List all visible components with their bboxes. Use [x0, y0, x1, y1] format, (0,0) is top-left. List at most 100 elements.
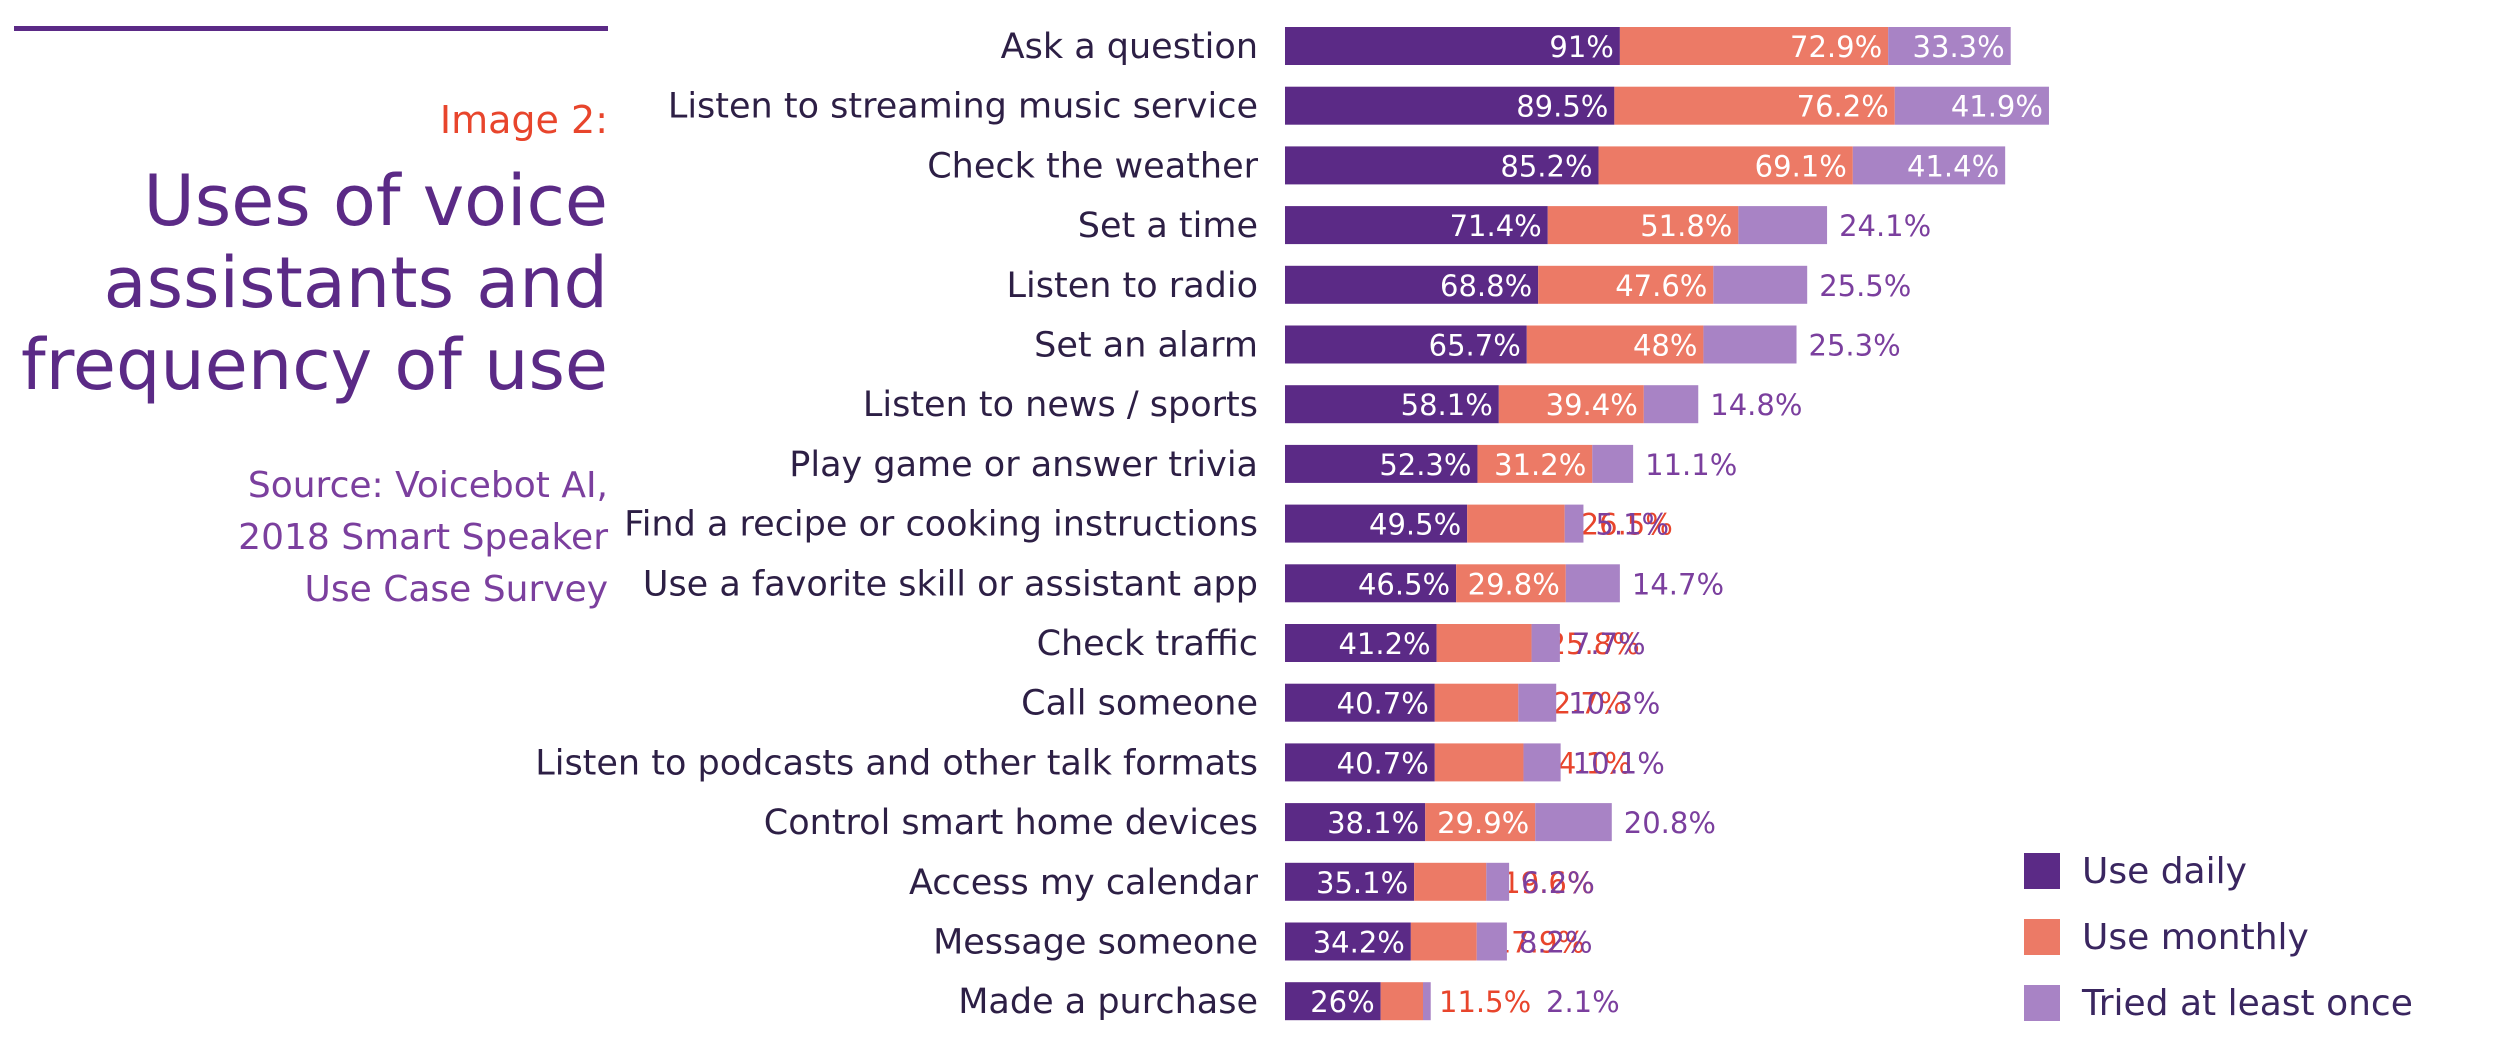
legend-label: Use daily — [2082, 850, 2247, 892]
category-label: Check traffic — [1037, 624, 1258, 664]
category-label: Use a favorite skill or assistant app — [643, 564, 1258, 604]
title-line: frequency of use — [21, 324, 608, 406]
header-rule — [14, 26, 608, 31]
data-label-use-monthly: 51.8% — [1640, 209, 1732, 243]
data-label-use-daily: 58.1% — [1401, 388, 1493, 422]
bar-segment-use-daily — [1285, 922, 1411, 961]
legend-item-use-monthly: Use monthly — [2024, 904, 2413, 970]
bar-segment-use-daily — [1285, 504, 1468, 543]
data-label-use-daily: 71.4% — [1450, 209, 1542, 243]
bar-segment-tried-at-least-once — [1643, 385, 1699, 424]
data-label-use-daily: 85.2% — [1500, 149, 1592, 183]
bar-row-message-someone: Message someone 34.2% 17.9%8.2% — [933, 922, 1593, 963]
data-label-use-monthly: 29.8% — [1468, 567, 1560, 601]
category-label: Listen to news / sports — [863, 385, 1258, 425]
bar-row-set-an-alarm: Set an alarm 65.7% 48% 25.3% — [1034, 325, 1901, 366]
data-label-tried-at-least-once: 10.1% — [1573, 746, 1665, 780]
bar-segment-use-daily — [1285, 265, 1539, 304]
bar-segment-use-monthly — [1436, 624, 1532, 662]
bar-segment-use-monthly — [1498, 385, 1644, 424]
data-label-use-daily: 65.7% — [1429, 329, 1521, 363]
source-line: Use Case Survey — [304, 569, 608, 610]
data-label-use-monthly: 11.5% — [1439, 985, 1531, 1019]
chart-legend: Use daily Use monthly Tried at least onc… — [2024, 838, 2413, 1036]
bar-segment-use-daily — [1285, 982, 1381, 1021]
data-label-use-monthly: 17.9% — [1493, 926, 1585, 960]
category-label: Message someone — [933, 923, 1258, 963]
title-line: Uses of voice — [143, 160, 608, 242]
data-label-use-daily: 91% — [1549, 30, 1613, 64]
category-label: Play game or answer trivia — [789, 445, 1258, 485]
data-label-tried-at-least-once: 20.8% — [1624, 806, 1716, 840]
legend-swatch — [2024, 853, 2060, 889]
bar-segment-use-daily — [1285, 206, 1548, 245]
data-label-tried-at-least-once: 14.7% — [1632, 567, 1724, 601]
bar-row-call-someone: Call someone 40.7% 22.7%10.3% — [1021, 683, 1660, 724]
bar-segment-use-monthly — [1414, 862, 1487, 901]
data-label-tried-at-least-once: 7.7% — [1572, 627, 1646, 661]
data-label-tried-at-least-once: 25.5% — [1819, 269, 1911, 303]
bar-segment-use-daily — [1285, 27, 1620, 65]
bar-segment-use-daily — [1285, 624, 1437, 662]
category-label: Access my calendar — [909, 863, 1259, 903]
category-label: Find a recipe or cooking instructions — [624, 505, 1258, 545]
bar-segment-use-monthly — [1380, 982, 1423, 1021]
bar-row-listen-to-streaming-music-service: Listen to streaming music service 89.5% 76… — [668, 86, 2049, 127]
legend-item-use-daily: Use daily — [2024, 838, 2413, 904]
legend-label: Use monthly — [2082, 916, 2309, 958]
bar-segment-tried-at-least-once — [1564, 504, 1584, 543]
legend-swatch — [2024, 985, 2060, 1021]
category-label: Made a purchase — [958, 982, 1258, 1022]
legend-item-tried-at-least-once: Tried at least once — [2024, 970, 2413, 1036]
data-label-tried-at-least-once: 33.3% — [1913, 30, 2005, 64]
category-label: Ask a question — [1001, 27, 1258, 67]
data-label-use-monthly: 19.6% — [1502, 866, 1594, 900]
bar-segment-use-daily — [1285, 803, 1426, 842]
bar-segment-use-daily — [1285, 385, 1499, 424]
bar-segment-use-monthly — [1467, 504, 1565, 543]
bar-row-listen-to-radio: Listen to radio 68.8% 47.6% 25.5% — [1007, 265, 1911, 306]
data-label-use-monthly: 31.2% — [1494, 448, 1586, 482]
source-line: Source: Voicebot AI, — [247, 465, 608, 506]
bar-segment-use-daily — [1285, 86, 1615, 125]
bar-segment-tried-at-least-once — [1518, 683, 1557, 722]
chart-title: Uses of voice assistants and frequency o… — [8, 160, 608, 406]
data-label-use-daily: 40.7% — [1337, 746, 1429, 780]
bar-segment-tried-at-least-once — [1535, 803, 1612, 842]
bar-row-set-a-time: Set a time 71.4% 51.8% 24.1% — [1078, 206, 1931, 246]
category-label: Control smart home devices — [764, 803, 1258, 843]
data-label-use-daily: 68.8% — [1440, 269, 1532, 303]
data-label-tried-at-least-once: 14.8% — [1710, 388, 1802, 422]
bar-segment-use-monthly — [1434, 683, 1519, 722]
data-label-use-monthly: 39.4% — [1546, 388, 1638, 422]
data-label-tried-at-least-once: 11.1% — [1645, 448, 1737, 482]
bar-row-listen-to-podcasts-and-other-talk-formats: Listen to podcasts and other talk format… — [535, 743, 1665, 783]
data-label-tried-at-least-once: 5.1% — [1595, 508, 1669, 542]
bar-segment-use-monthly — [1425, 803, 1536, 842]
title-line: assistants and — [103, 242, 608, 324]
source-note: Source: Voicebot AI, 2018 Smart Speaker … — [8, 460, 608, 616]
bar-segment-use-monthly — [1619, 27, 1889, 65]
bar-row-control-smart-home-devices: Control smart home devices 38.1% 29.9% 20.8… — [764, 803, 1716, 843]
data-label-use-monthly: 25.8% — [1548, 627, 1640, 661]
image-label: Image 2: — [439, 98, 608, 142]
bar-segment-use-monthly — [1598, 146, 1853, 185]
bar-segment-use-monthly — [1538, 265, 1714, 304]
data-label-use-daily: 38.1% — [1327, 806, 1419, 840]
bar-segment-tried-at-least-once — [1894, 86, 2049, 125]
bar-segment-use-monthly — [1547, 206, 1739, 245]
bar-segment-tried-at-least-once — [1523, 743, 1561, 782]
bar-segment-tried-at-least-once — [1852, 146, 2006, 185]
data-label-use-daily: 49.5% — [1369, 508, 1461, 542]
bar-row-made-a-purchase: Made a purchase 26% 11.5% 2.1% — [958, 982, 1620, 1022]
data-label-use-daily: 34.2% — [1313, 926, 1405, 960]
data-label-use-monthly: 26.5% — [1581, 508, 1673, 542]
bar-segment-tried-at-least-once — [1476, 922, 1507, 961]
data-label-tried-at-least-once: 2.1% — [1546, 985, 1620, 1019]
bar-row-check-traffic: Check traffic 41.2% 25.8%7.7% — [1037, 624, 1646, 664]
data-label-use-monthly: 69.1% — [1755, 149, 1847, 183]
bar-segment-use-monthly — [1477, 444, 1593, 483]
bar-row-access-my-calendar: Access my calendar 35.1% 19.6%6.2% — [909, 862, 1595, 903]
data-label-tried-at-least-once: 41.9% — [1951, 90, 2043, 124]
data-label-use-monthly: 29.9% — [1437, 806, 1529, 840]
